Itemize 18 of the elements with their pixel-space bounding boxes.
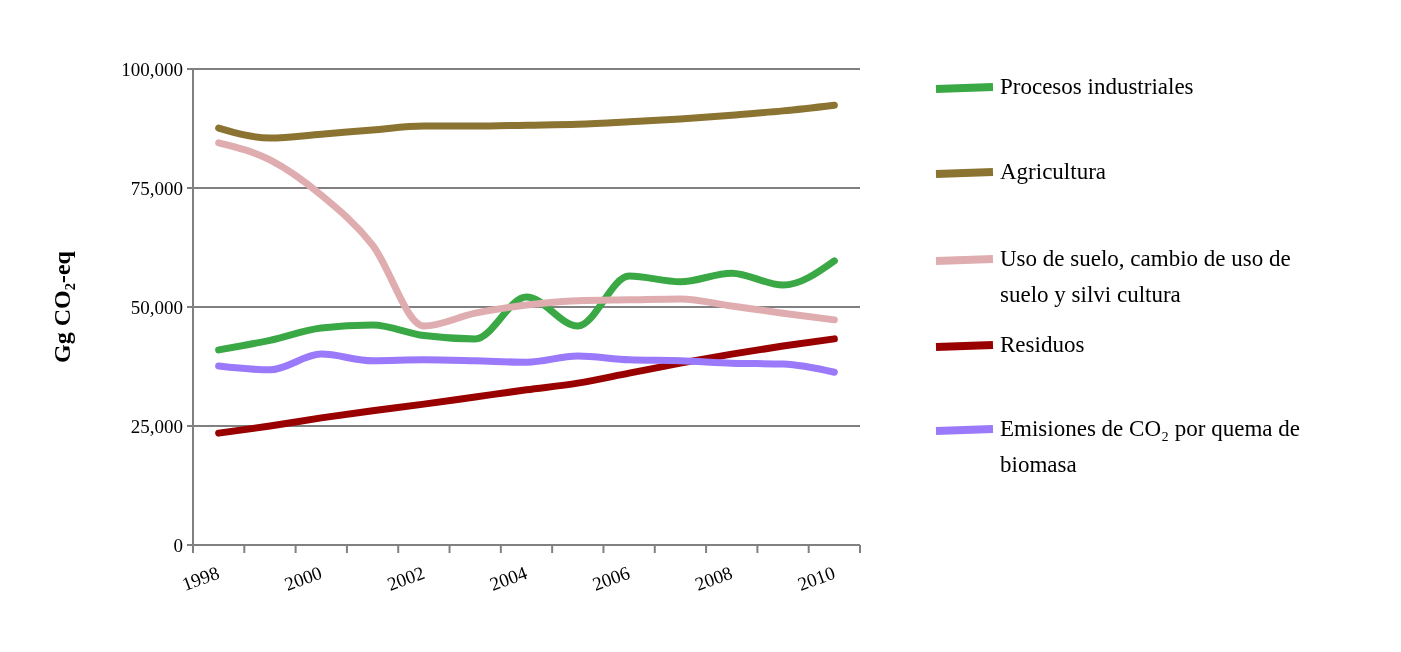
y-tick-label: 25,000 xyxy=(130,415,183,437)
x-tick-label: 2006 xyxy=(589,562,633,595)
x-tick-label: 2010 xyxy=(794,562,838,595)
legend-label: Agricultura xyxy=(1000,159,1107,185)
y-tick-label: 0 xyxy=(173,534,183,556)
x-tick-label: 2002 xyxy=(384,562,428,595)
y-tick-label: 75,000 xyxy=(130,177,183,199)
legend-label: Emisiones de CO₂ por quema de biomasa xyxy=(1000,416,1300,477)
y-tick-label: 50,000 xyxy=(130,296,183,318)
legend-label: Procesos industriales xyxy=(1000,74,1194,100)
legend-label: Residuos xyxy=(1000,332,1085,358)
x-tick-label: 2008 xyxy=(692,562,736,595)
y-axis-title: Gg CO₂-eq xyxy=(49,250,75,363)
x-tick-label: 2004 xyxy=(486,561,531,595)
y-tick-label: 100,000 xyxy=(121,58,183,80)
x-tick-label: 2000 xyxy=(281,562,325,595)
legend-label: Uso de suelo, cambio de uso de suelo y silvi cultura xyxy=(1000,246,1291,307)
x-tick-label: 1998 xyxy=(179,562,223,595)
